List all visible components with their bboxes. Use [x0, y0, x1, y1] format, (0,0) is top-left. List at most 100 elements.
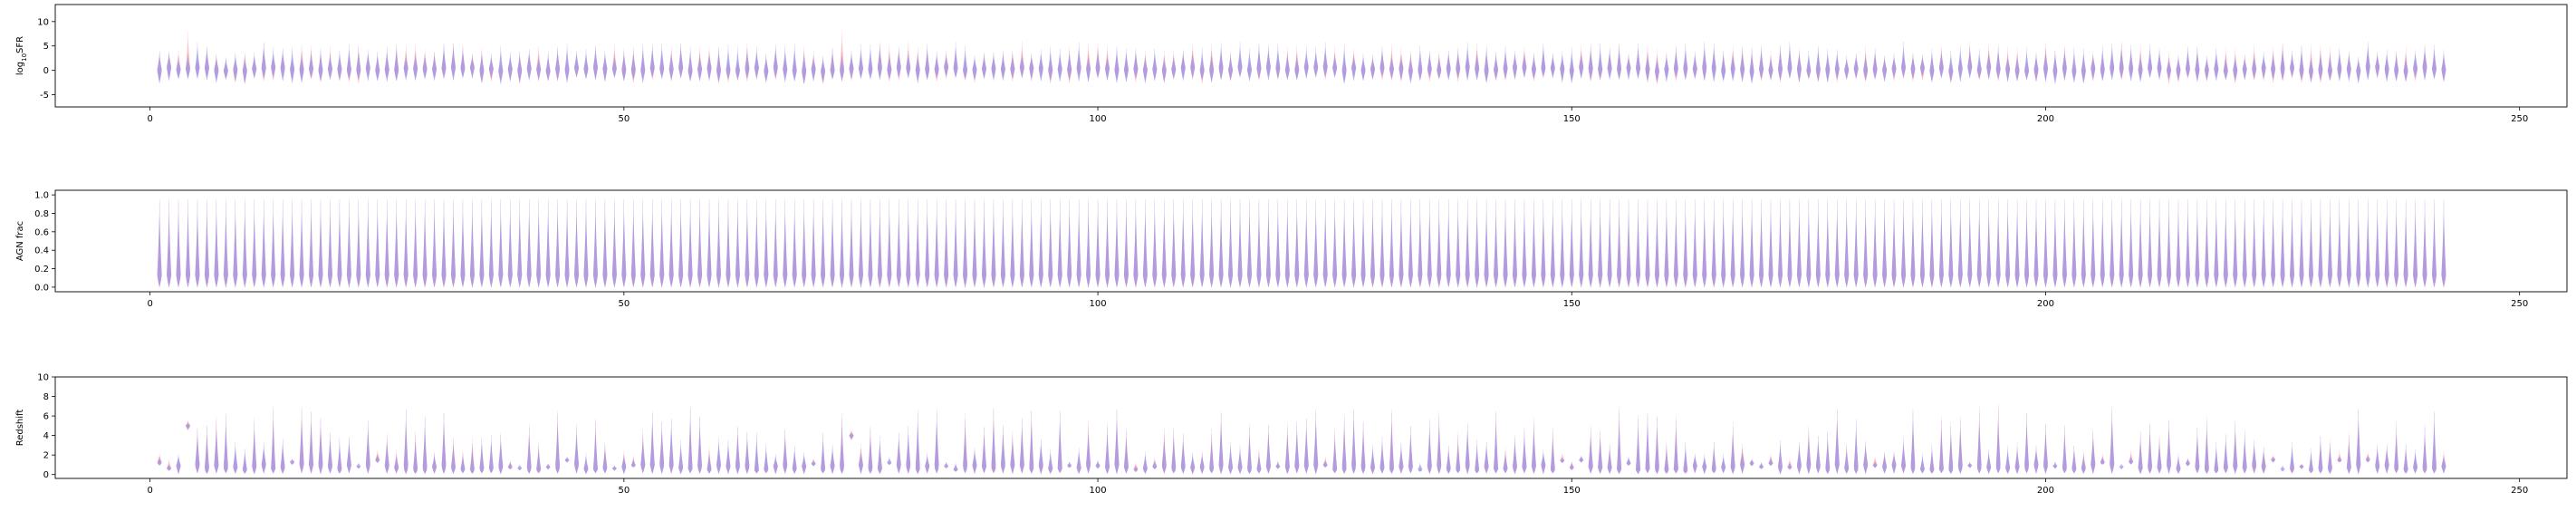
violin-a: [1910, 409, 1916, 474]
violin-a: [1275, 199, 1281, 287]
violin-a: [811, 55, 816, 82]
violin-a: [1019, 53, 1024, 78]
violin-a: [479, 438, 485, 474]
violin-a: [1513, 435, 1517, 474]
y-tick-label: 0.4: [34, 246, 49, 256]
violin-a: [2308, 448, 2313, 474]
violin-a: [526, 199, 532, 287]
violin-a: [934, 199, 939, 287]
violin-a: [224, 413, 228, 474]
violin-a: [2024, 47, 2030, 81]
violin-a: [840, 199, 845, 287]
violin-a: [678, 199, 684, 287]
violin-a: [649, 412, 655, 474]
violin-a: [1692, 199, 1697, 287]
violin-a: [1427, 50, 1432, 78]
violin-a: [2167, 420, 2171, 474]
violin-a: [1796, 51, 1802, 82]
violin-a: [1029, 54, 1034, 80]
violin-a: [299, 52, 304, 82]
violin-a: [1105, 424, 1110, 474]
violin-a: [261, 442, 266, 474]
violin-a: [1408, 54, 1413, 83]
violin-a: [545, 463, 551, 470]
violin-a: [1360, 53, 1366, 81]
violin-a: [877, 43, 882, 81]
violin-a: [678, 43, 684, 78]
x-tick-label: 200: [2037, 299, 2054, 309]
violin-a: [2337, 199, 2342, 287]
violin-a: [2157, 439, 2162, 474]
violin-a: [1209, 433, 1215, 474]
violin-a: [365, 199, 370, 287]
violin-a: [840, 53, 845, 81]
violin-a: [2261, 199, 2266, 287]
violin-a: [2365, 199, 2370, 287]
violin-a: [972, 448, 977, 474]
violin-a: [2422, 427, 2427, 474]
violin-a: [2005, 445, 2011, 474]
violin-a: [365, 49, 370, 82]
violin-a: [214, 421, 219, 474]
violin-a: [2261, 448, 2266, 474]
violin-a: [2403, 444, 2408, 474]
violin-a: [1938, 49, 1944, 79]
violin-a: [2119, 199, 2124, 287]
violin-a: [1910, 53, 1916, 79]
violin-a: [2214, 441, 2219, 474]
violin-a: [1294, 199, 1300, 287]
violin-a: [2176, 54, 2181, 81]
violin-a: [214, 54, 219, 83]
violin-a: [792, 445, 797, 474]
violin-a: [630, 199, 636, 287]
violin-a: [2318, 199, 2323, 287]
violin-a: [375, 199, 380, 287]
violin-a: [773, 453, 778, 475]
violin-a: [773, 199, 778, 287]
violin-a: [1588, 199, 1593, 287]
violin-a: [460, 47, 466, 79]
violin-a: [1190, 51, 1196, 78]
x-tick-label: 0: [147, 299, 152, 309]
violin-a: [1778, 44, 1783, 81]
violin-a: [640, 43, 646, 83]
violin-a: [1010, 53, 1015, 79]
violins-1: [157, 31, 2446, 85]
violin-a: [1702, 42, 1707, 81]
violin-a: [337, 438, 342, 474]
violin-a: [726, 44, 731, 80]
violin-a: [868, 429, 873, 474]
violin-a: [2290, 442, 2294, 474]
violin-a: [745, 48, 750, 79]
violin-a: [498, 434, 504, 475]
violin-a: [1105, 54, 1110, 81]
violin-a: [659, 43, 665, 80]
x-tick-label: 100: [1090, 486, 1107, 496]
violin-a: [1370, 55, 1376, 80]
violin-a: [849, 51, 854, 79]
violin-a: [1721, 453, 1726, 474]
violin-a: [233, 199, 238, 287]
violin-a: [583, 453, 589, 474]
violin-a: [1133, 466, 1139, 472]
violin-a: [1399, 442, 1404, 474]
violin-a: [1730, 52, 1735, 82]
violin-a: [668, 51, 674, 80]
violin-a: [1322, 42, 1328, 77]
violin-a: [1759, 45, 1764, 80]
violin-a: [536, 55, 542, 80]
violin-a: [2014, 447, 2020, 474]
violin-a: [2119, 44, 2124, 79]
violin-a: [1759, 199, 1764, 287]
violin-a: [1341, 44, 1347, 84]
violin-a: [1872, 48, 1878, 80]
violin-a: [1048, 46, 1053, 81]
violin-a: [621, 199, 627, 287]
violin-a: [2148, 424, 2152, 474]
violin-a: [479, 199, 485, 287]
violin-a: [621, 454, 627, 475]
violin-a: [2157, 48, 2162, 81]
violin-a: [1256, 199, 1262, 287]
violin-a: [1494, 199, 1499, 287]
violin-a: [821, 199, 826, 287]
